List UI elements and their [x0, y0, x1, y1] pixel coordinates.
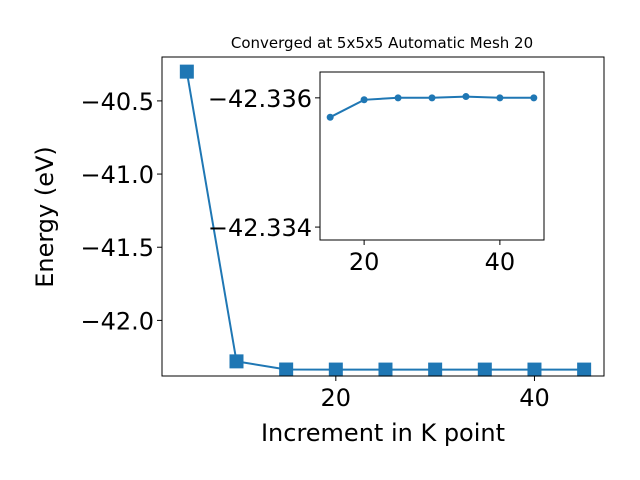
inset-x-tick-label: 20 — [349, 248, 380, 276]
main-x-tick-label: 40 — [519, 384, 550, 412]
main-data-point — [577, 362, 592, 377]
main-data-point — [229, 354, 244, 369]
main-data-point — [477, 362, 492, 377]
y-axis-label: Energy (eV) — [31, 146, 59, 288]
main-data-point — [527, 362, 542, 377]
inset-data-point — [462, 93, 470, 101]
inset-axes-frame — [319, 71, 545, 241]
inset-plot-area — [326, 93, 538, 121]
main-plot-area — [179, 64, 592, 377]
inset-data-point — [360, 96, 368, 104]
main-x-ticks: 20 40 — [321, 376, 550, 412]
inset-x-tick-label: 40 — [485, 248, 516, 276]
main-data-point — [279, 362, 294, 377]
inset-y-tick-label: −42.334 — [208, 214, 312, 242]
inset-x-ticks: 20 40 — [349, 240, 515, 276]
inset-y-tick-label: −42.336 — [208, 85, 312, 113]
chart-title: Converged at 5x5x5 Automatic Mesh 20 — [231, 34, 533, 52]
main-data-point — [179, 64, 194, 79]
main-data-point — [328, 362, 343, 377]
inset-data-point — [530, 94, 538, 102]
inset-data-point — [428, 94, 436, 102]
inset-data-point — [496, 94, 504, 102]
main-x-tick-label: 20 — [321, 384, 352, 412]
main-axes-frame — [161, 56, 605, 377]
main-y-ticks: −40.5 −41.0 −41.5 −42.0 — [80, 88, 162, 335]
main-data-point — [428, 362, 443, 377]
main-y-tick-label: −40.5 — [80, 88, 154, 116]
main-y-tick-label: −42.0 — [80, 307, 154, 335]
main-data-point — [378, 362, 393, 377]
inset-data-point — [326, 113, 334, 121]
x-axis-label: Increment in K point — [261, 419, 505, 447]
main-y-tick-label: −41.0 — [80, 161, 154, 189]
main-y-tick-label: −41.5 — [80, 234, 154, 262]
inset-data-point — [394, 94, 402, 102]
inset-y-ticks: −42.336 −42.334 — [208, 85, 320, 242]
